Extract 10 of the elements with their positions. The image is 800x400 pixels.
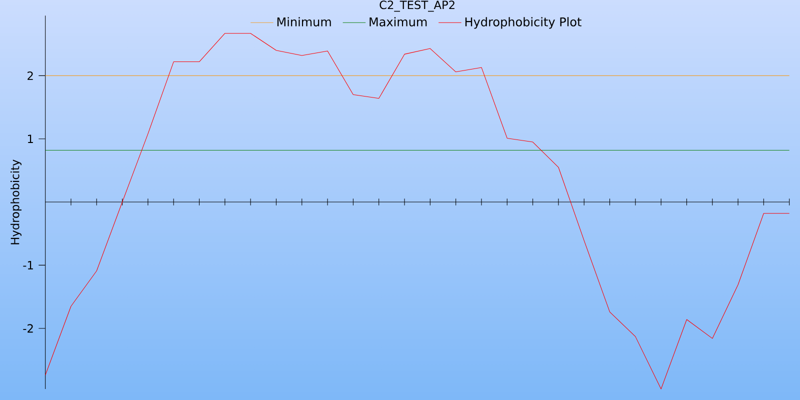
y-tick-label: 1 [28,134,33,143]
y-tick-label: -2 [23,324,33,333]
legend-label: Minimum [277,17,331,26]
y-axis-title: Hydrophobicity [10,160,22,244]
legend-label: Hydrophobicity Plot [465,17,582,29]
y-tick-label: -1 [23,261,33,270]
y-tick-label: 2 [28,71,33,80]
legend-label: Maximum [370,17,427,26]
chart-title: C2_TEST_AP2 [380,0,454,12]
line-series [45,33,790,390]
